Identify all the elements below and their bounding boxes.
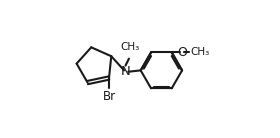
Text: CH₃: CH₃: [121, 42, 140, 52]
Text: O: O: [177, 46, 187, 59]
Text: Br: Br: [102, 90, 116, 104]
Text: CH₃: CH₃: [190, 47, 209, 57]
Text: N: N: [121, 65, 130, 78]
